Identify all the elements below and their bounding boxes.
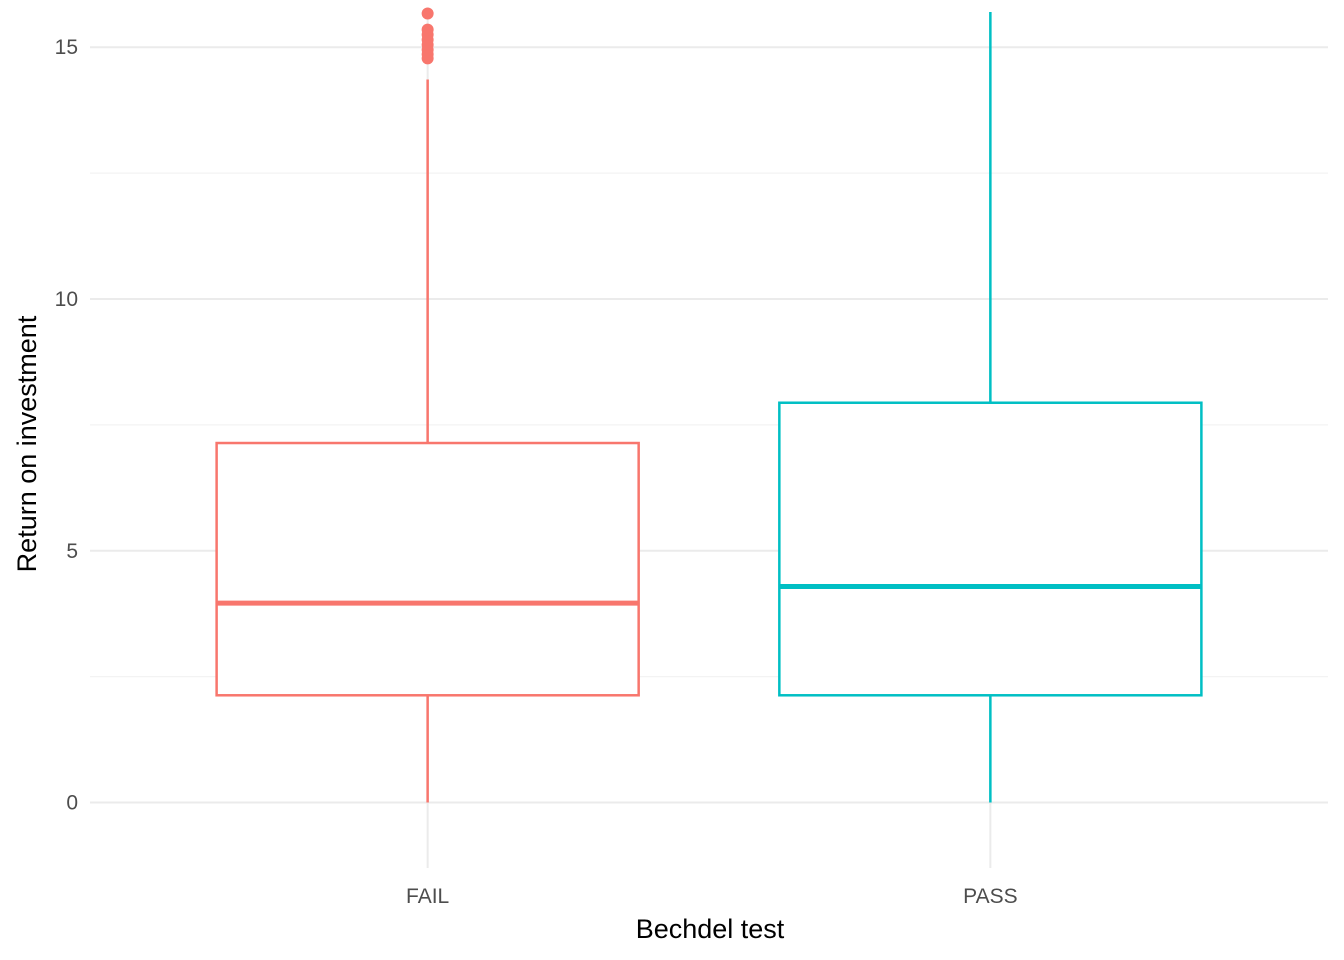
box-pass [778,12,1203,803]
outlier-point [421,23,434,36]
x-tick-label: FAIL [406,885,449,908]
y-axis-title: Return on investment [12,315,42,572]
iqr-box [778,401,1203,697]
label-layer: 0 5 10 15 FAIL PASS [55,36,1018,908]
iqr-box [215,441,640,697]
box-fail [215,7,640,803]
outlier-point [421,7,434,20]
y-tick-label: 10 [55,288,78,311]
box-layer [215,7,1203,803]
x-axis-title: Bechdel test [636,914,785,944]
y-tick-label: 5 [66,540,78,563]
y-tick-label: 15 [55,36,78,59]
y-tick-label: 0 [66,792,78,815]
x-tick-label: PASS [963,885,1017,908]
